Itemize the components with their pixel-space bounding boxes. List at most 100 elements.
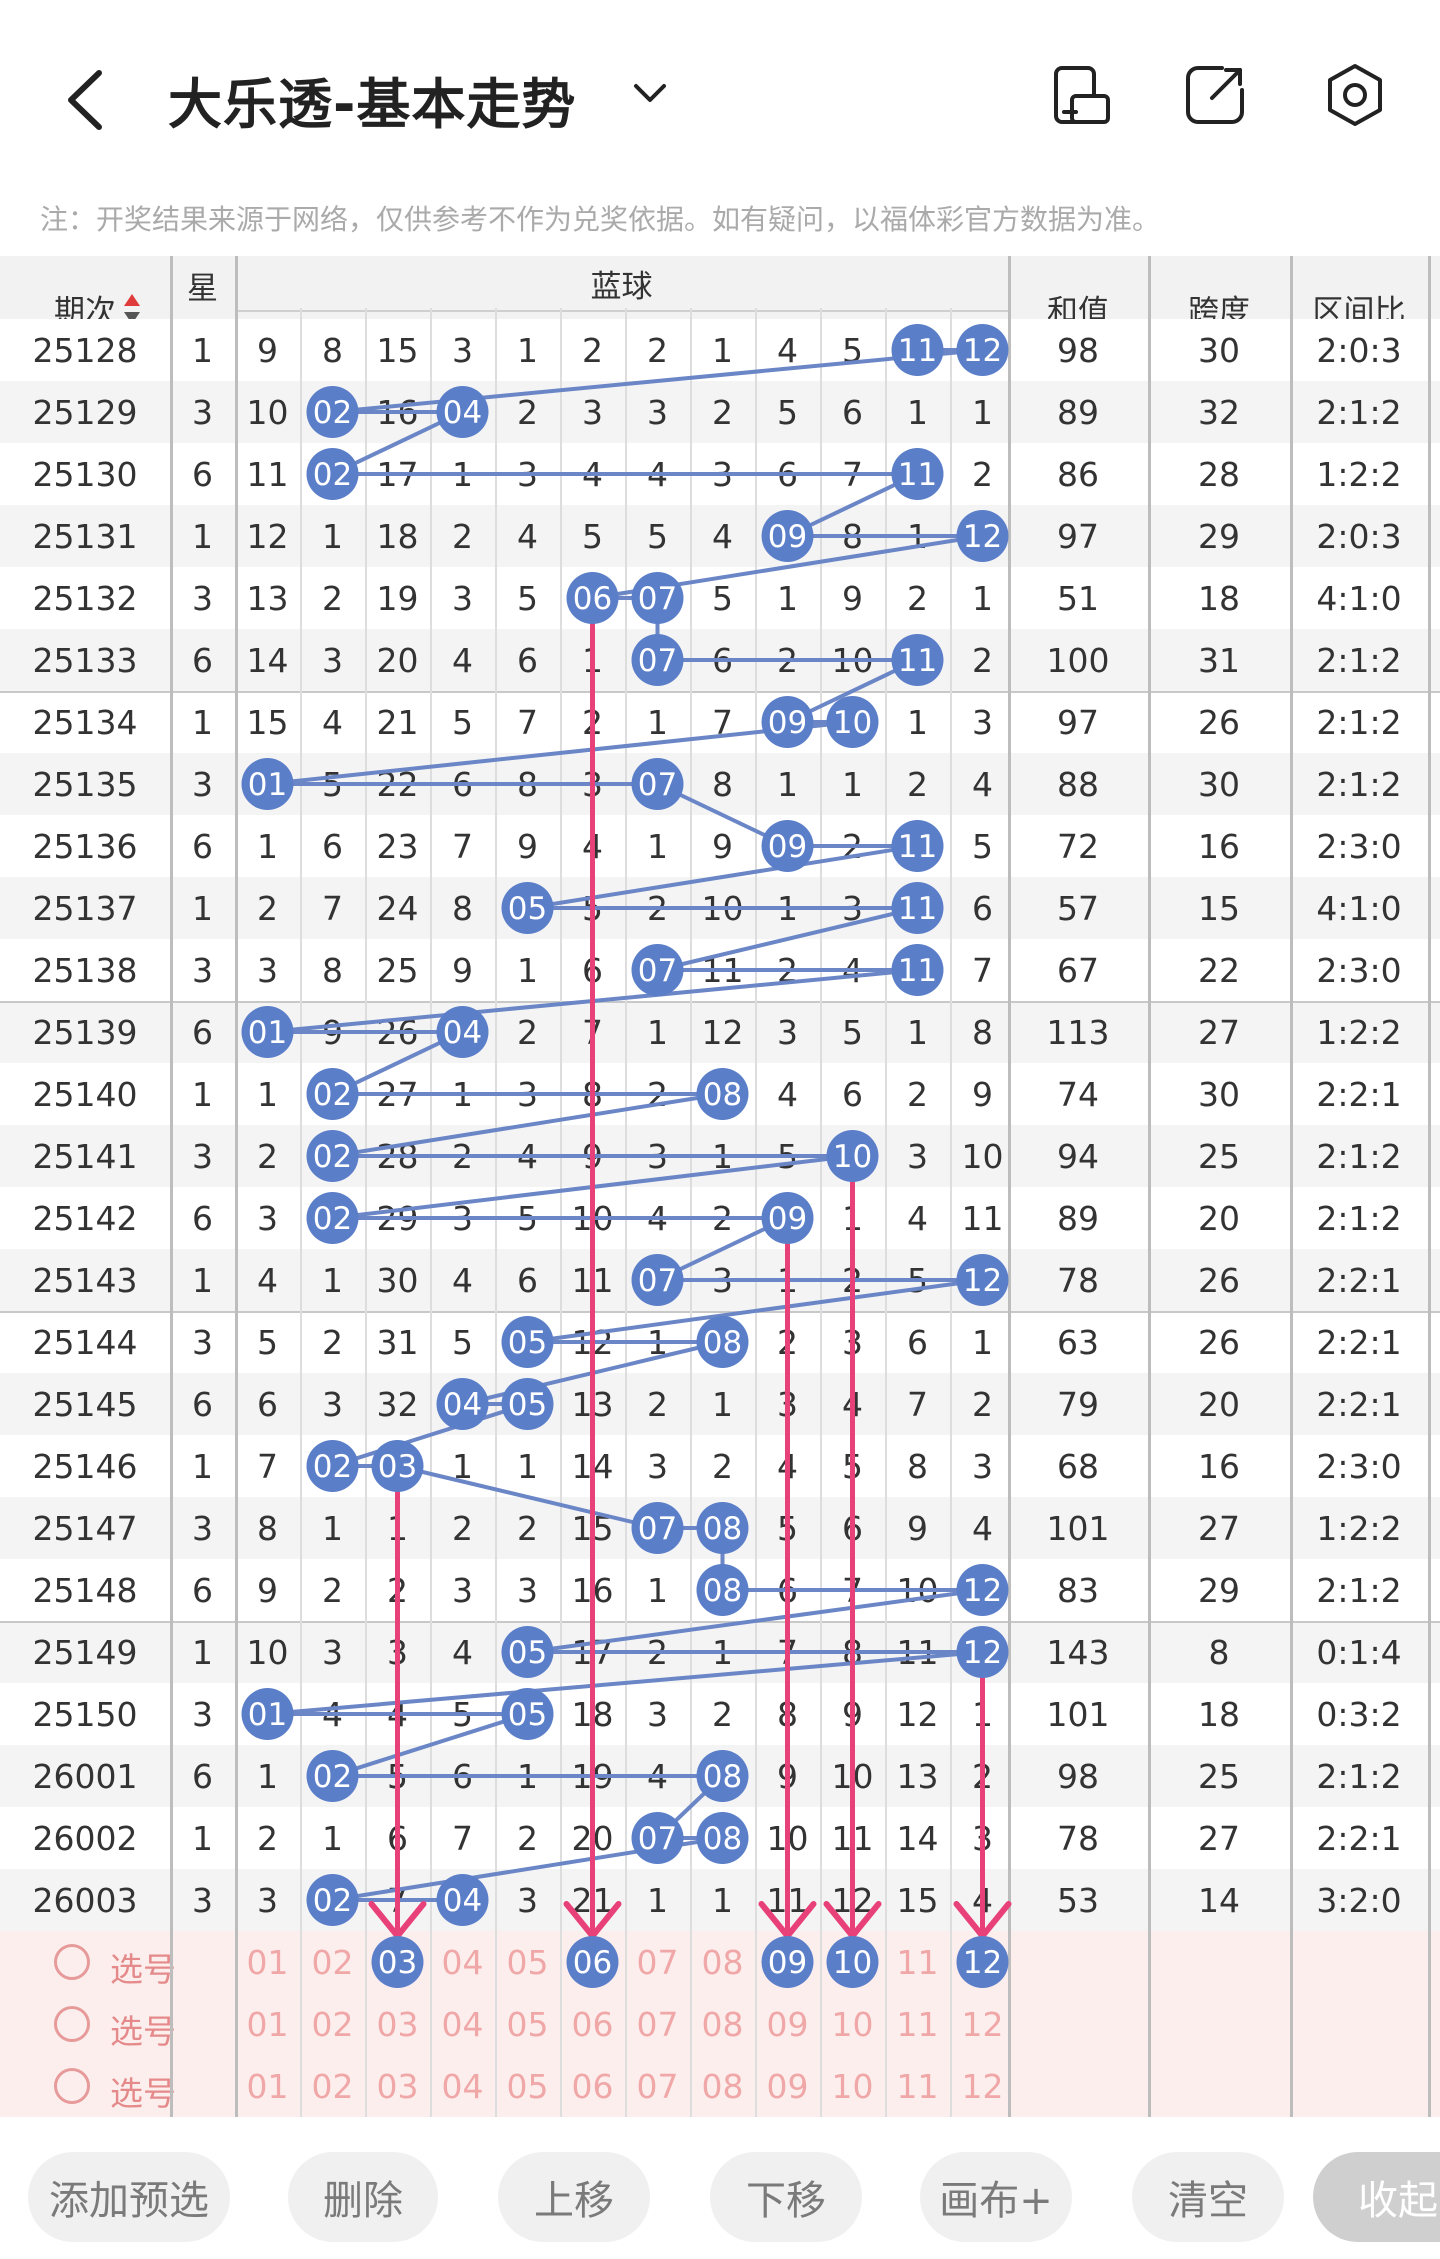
pick-number[interactable]: 07: [636, 1942, 679, 1982]
trend-table[interactable]: 期次星期蓝球010203040506070809101112和值跨度区间比 25…: [0, 256, 1440, 2136]
omission-cell: 3: [972, 1446, 993, 1486]
pick-number[interactable]: 09: [766, 2066, 809, 2106]
omission-cell: 5: [712, 578, 733, 618]
sum-cell: 51: [1057, 578, 1099, 618]
omission-cell: 15: [896, 1880, 939, 1920]
move-down-button[interactable]: 下移: [710, 2152, 862, 2242]
clear-button[interactable]: 清空: [1132, 2152, 1284, 2242]
move-up-button[interactable]: 上移: [498, 2152, 650, 2242]
omission-cell: 2: [972, 454, 993, 494]
omission-cell: 4: [647, 1756, 668, 1796]
picked-ball[interactable]: 03: [365, 1931, 430, 1993]
week-cell: 1: [192, 1260, 213, 1300]
pick-number[interactable]: 10: [831, 2066, 874, 2106]
omission-cell: 10: [896, 1570, 939, 1610]
omission-cell: 10: [766, 1818, 809, 1858]
picked-ball[interactable]: 09: [755, 1931, 820, 1993]
omission-cell: 3: [582, 764, 603, 804]
zone-cell: 2:1:2: [1316, 1756, 1402, 1796]
issue-cell: 25137: [32, 888, 138, 928]
pick-number[interactable]: 11: [896, 2066, 939, 2106]
pick-number[interactable]: 07: [636, 2004, 679, 2044]
grid-line: [235, 256, 238, 2117]
table-row[interactable]: [0, 1435, 1440, 1497]
omission-cell: 2: [647, 888, 668, 928]
sum-cell: 89: [1057, 392, 1099, 432]
radio-icon[interactable]: [54, 2006, 90, 2042]
pick-number[interactable]: 06: [571, 2066, 614, 2106]
pick-number[interactable]: 11: [896, 1942, 939, 1982]
pick-number[interactable]: 04: [441, 2066, 484, 2106]
pick-number[interactable]: 01: [246, 1942, 289, 1982]
page-title[interactable]: 大乐透-基本走势: [168, 73, 577, 136]
omission-cell: 6: [517, 640, 538, 680]
omission-cell: 4: [647, 454, 668, 494]
pick-number[interactable]: 09: [766, 2004, 809, 2044]
omission-cell: 5: [257, 1322, 278, 1362]
pick-number[interactable]: 06: [571, 2004, 614, 2044]
split-screen-icon[interactable]: [1048, 60, 1118, 130]
pick-number[interactable]: 11: [896, 2004, 939, 2044]
zone-cell: 1:2:2: [1316, 454, 1402, 494]
pick-number[interactable]: 02: [311, 1942, 354, 1982]
back-button[interactable]: [50, 58, 120, 142]
omission-cell: 8: [712, 764, 733, 804]
pick-number[interactable]: 10: [831, 2004, 874, 2044]
radio-icon[interactable]: [54, 1944, 90, 1980]
omission-cell: 5: [582, 516, 603, 556]
pick-number[interactable]: 08: [701, 2004, 744, 2044]
sum-cell: 101: [1046, 1508, 1110, 1548]
radio-icon[interactable]: [54, 2068, 90, 2104]
pick-number[interactable]: 01: [246, 2066, 289, 2106]
week-cell: 3: [192, 578, 213, 618]
week-cell: 6: [192, 1756, 213, 1796]
omission-cell: 1: [387, 1508, 408, 1548]
pick-number[interactable]: 02: [311, 2004, 354, 2044]
picked-ball[interactable]: 06: [560, 1931, 625, 1993]
pick-number[interactable]: 04: [441, 2004, 484, 2044]
delete-button[interactable]: 删除: [288, 2152, 438, 2242]
pick-label[interactable]: 选号: [110, 2074, 176, 2113]
picked-ball[interactable]: 12: [950, 1931, 1015, 1993]
settings-icon[interactable]: [1320, 60, 1390, 130]
pick-number[interactable]: 01: [246, 2004, 289, 2044]
omission-cell: 14: [896, 1818, 939, 1858]
omission-cell: 8: [842, 1632, 863, 1672]
share-icon[interactable]: [1180, 60, 1250, 130]
omission-cell: 5: [777, 392, 798, 432]
omission-cell: 18: [571, 1694, 614, 1734]
pick-number[interactable]: 05: [506, 2066, 549, 2106]
pick-number[interactable]: 03: [376, 2066, 419, 2106]
pick-number[interactable]: 05: [506, 1942, 549, 1982]
pick-number[interactable]: 08: [701, 1942, 744, 1982]
collapse-button[interactable]: 收起: [1313, 2152, 1440, 2242]
pick-number[interactable]: 02: [311, 2066, 354, 2106]
pick-label[interactable]: 选号: [110, 2012, 176, 2051]
pick-number[interactable]: 03: [376, 2004, 419, 2044]
pick-number[interactable]: 12: [961, 2004, 1004, 2044]
canvas-button[interactable]: 画布+: [920, 2152, 1072, 2242]
chevron-down-icon[interactable]: [630, 74, 670, 114]
omission-cell: 8: [907, 1446, 928, 1486]
col-header-week-1: 星: [187, 270, 218, 307]
sum-cell: 89: [1057, 1198, 1099, 1238]
add-preselect-button[interactable]: 添加预选: [28, 2152, 230, 2242]
pick-number[interactable]: 05: [506, 2004, 549, 2044]
zone-cell: 2:1:2: [1316, 764, 1402, 804]
picked-ball[interactable]: 10: [820, 1931, 885, 1993]
omission-cell: 2: [712, 1198, 733, 1238]
omission-cell: 12: [831, 1880, 874, 1920]
omission-cell: 8: [842, 516, 863, 556]
pick-number[interactable]: 07: [636, 2066, 679, 2106]
omission-cell: 1: [712, 1880, 733, 1920]
pick-number[interactable]: 08: [701, 2066, 744, 2106]
omission-cell: 2: [582, 702, 603, 742]
zone-cell: 2:3:0: [1316, 1446, 1402, 1486]
omission-cell: 5: [517, 1198, 538, 1238]
pick-number[interactable]: 12: [961, 2066, 1004, 2106]
pick-label[interactable]: 选号: [110, 1950, 176, 1989]
omission-cell: 32: [376, 1384, 419, 1424]
pick-number[interactable]: 04: [441, 1942, 484, 1982]
sort-icon[interactable]: [122, 292, 142, 326]
omission-cell: 7: [257, 1446, 278, 1486]
